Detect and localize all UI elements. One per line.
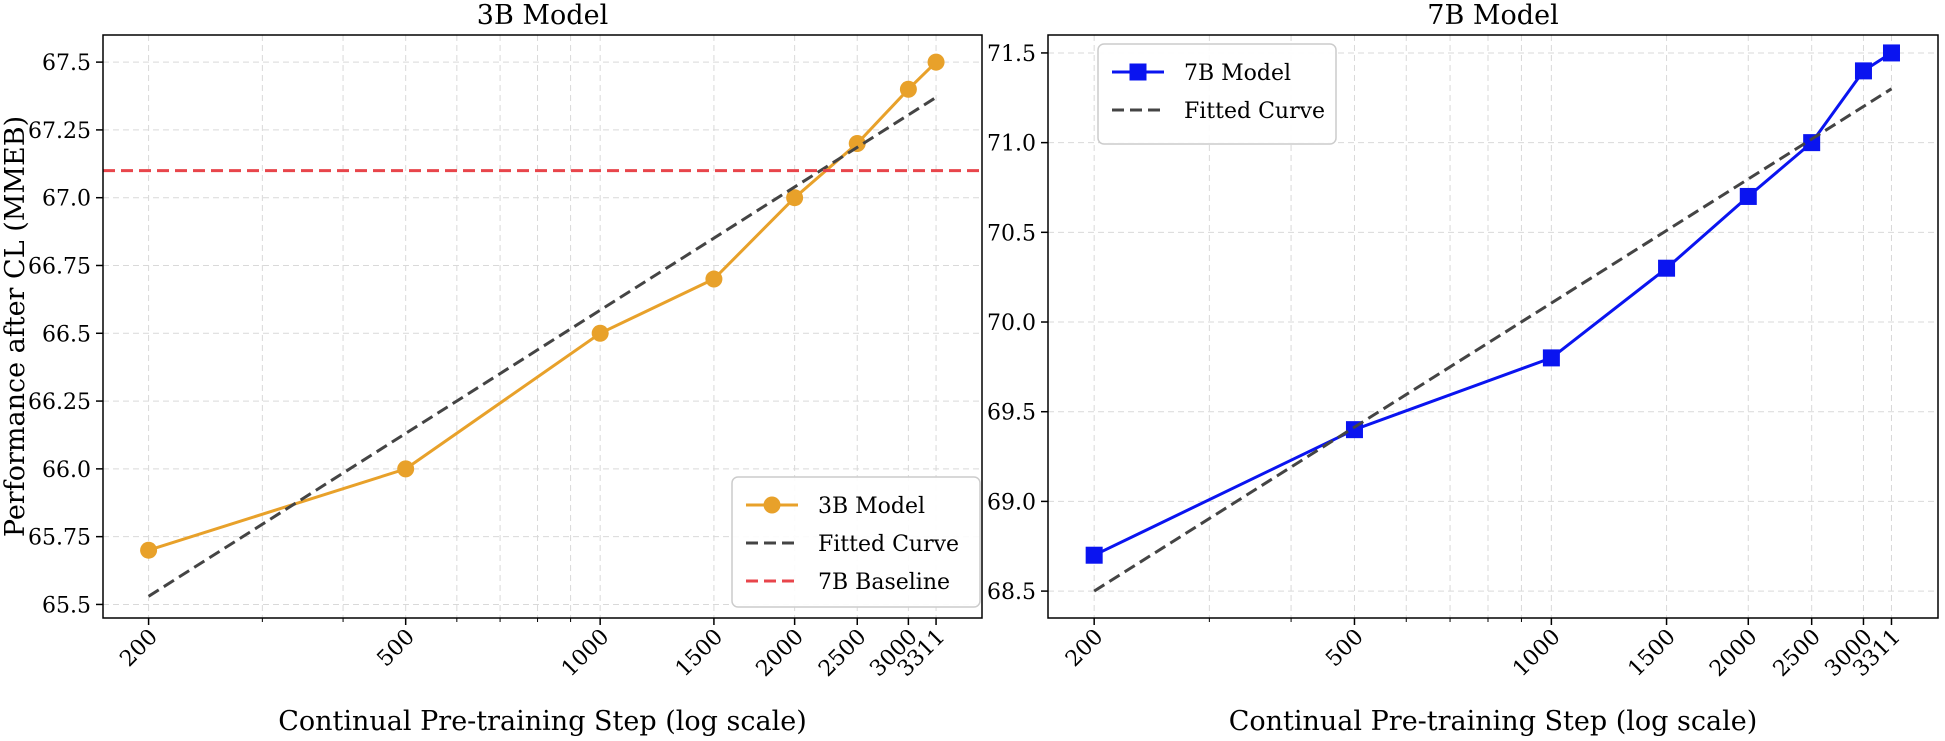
y-tick-label: 69.0: [987, 490, 1036, 515]
y-tick-label: 70.0: [987, 311, 1036, 336]
data-point: [1803, 134, 1821, 152]
axes-frame: [1047, 34, 1939, 619]
x-tick-label: 1500: [671, 625, 728, 682]
y-tick-label: 65.5: [42, 593, 91, 618]
data-point: [848, 134, 866, 152]
data-point: [927, 53, 945, 71]
grid: [1048, 35, 1938, 618]
y-tick-label: 66.75: [28, 254, 91, 279]
x-axis-label: Continual Pre-training Step (log scale): [278, 706, 807, 737]
legend-box: [731, 476, 981, 608]
y-axis-label: Performance after CL (MMEB): [0, 116, 31, 537]
data-point: [705, 270, 723, 288]
x-tick-label: 2000: [752, 625, 809, 682]
data-point: [1658, 259, 1676, 277]
chart-panel-2: 200 500 1000 1500 2000 25003000331168.569.069…: [987, 0, 1939, 737]
y-tick-label: 71.0: [987, 132, 1036, 157]
data-point: [591, 324, 609, 342]
legend-swatch-marker: [1129, 63, 1147, 81]
legend: 7B Model Fitted Curve: [1097, 43, 1337, 145]
legend-label: 3B Model: [818, 494, 925, 519]
x-tick-label: 500: [373, 625, 420, 672]
legend-label: Fitted Curve: [818, 532, 959, 557]
y-tick-label: 71.5: [987, 42, 1036, 67]
plot-area: [1085, 44, 1900, 593]
y-tick-label: 67.25: [28, 119, 91, 144]
legend: 3B Model Fitted Curve 7B Baseline: [731, 476, 981, 608]
x-tick-label: 200: [1061, 625, 1108, 672]
y-tick-label: 67.5: [42, 51, 91, 76]
y-tick-label: 65.75: [28, 526, 91, 551]
y-tick-label: 70.5: [987, 221, 1036, 246]
x-tick-label: 1000: [1508, 625, 1565, 682]
data-point: [397, 460, 415, 478]
x-tick-label: 2500: [814, 625, 871, 682]
data-point: [899, 80, 917, 98]
y-tick-label: 66.5: [42, 322, 91, 347]
series-fitted-line: [1093, 87, 1893, 593]
chart-title: 3B Model: [477, 0, 608, 31]
legend-swatch-marker: [763, 496, 781, 514]
x-tick-label: 2000: [1705, 625, 1762, 682]
data-point: [1882, 44, 1900, 62]
data-point: [786, 189, 804, 207]
legend-label: 7B Baseline: [818, 570, 950, 595]
series-line: [1093, 51, 1893, 557]
x-tick-label: 500: [1321, 625, 1368, 672]
x-tick-label: 1500: [1624, 625, 1681, 682]
legend-label: Fitted Curve: [1184, 99, 1325, 124]
y-tick-label: 66.25: [28, 390, 91, 415]
data-point: [1739, 187, 1757, 205]
x-axis-label: Continual Pre-training Step (log scale): [1229, 706, 1758, 737]
y-tick-label: 67.0: [42, 187, 91, 212]
chart-panel-1: 200 500 1000 1500 2000 25003000331165.565.756…: [0, 0, 983, 737]
legend-box: [1097, 43, 1337, 145]
series-fitted-line: [147, 96, 937, 598]
plot-area: [103, 53, 982, 598]
chart-title: 7B Model: [1427, 0, 1558, 31]
axes-frame: [102, 34, 983, 619]
x-tick-label: 1000: [557, 625, 614, 682]
data-point: [1085, 546, 1103, 564]
y-tick-label: 66.0: [42, 458, 91, 483]
x-tick-label: 2500: [1769, 625, 1826, 682]
data-point: [1854, 62, 1872, 80]
y-tick-label: 69.5: [987, 401, 1036, 426]
data-point: [1542, 349, 1560, 367]
data-point: [140, 541, 158, 559]
legend-label: 7B Model: [1184, 61, 1291, 86]
y-tick-label: 68.5: [987, 580, 1036, 605]
series-line: [148, 61, 938, 552]
x-tick-label: 200: [115, 625, 162, 672]
